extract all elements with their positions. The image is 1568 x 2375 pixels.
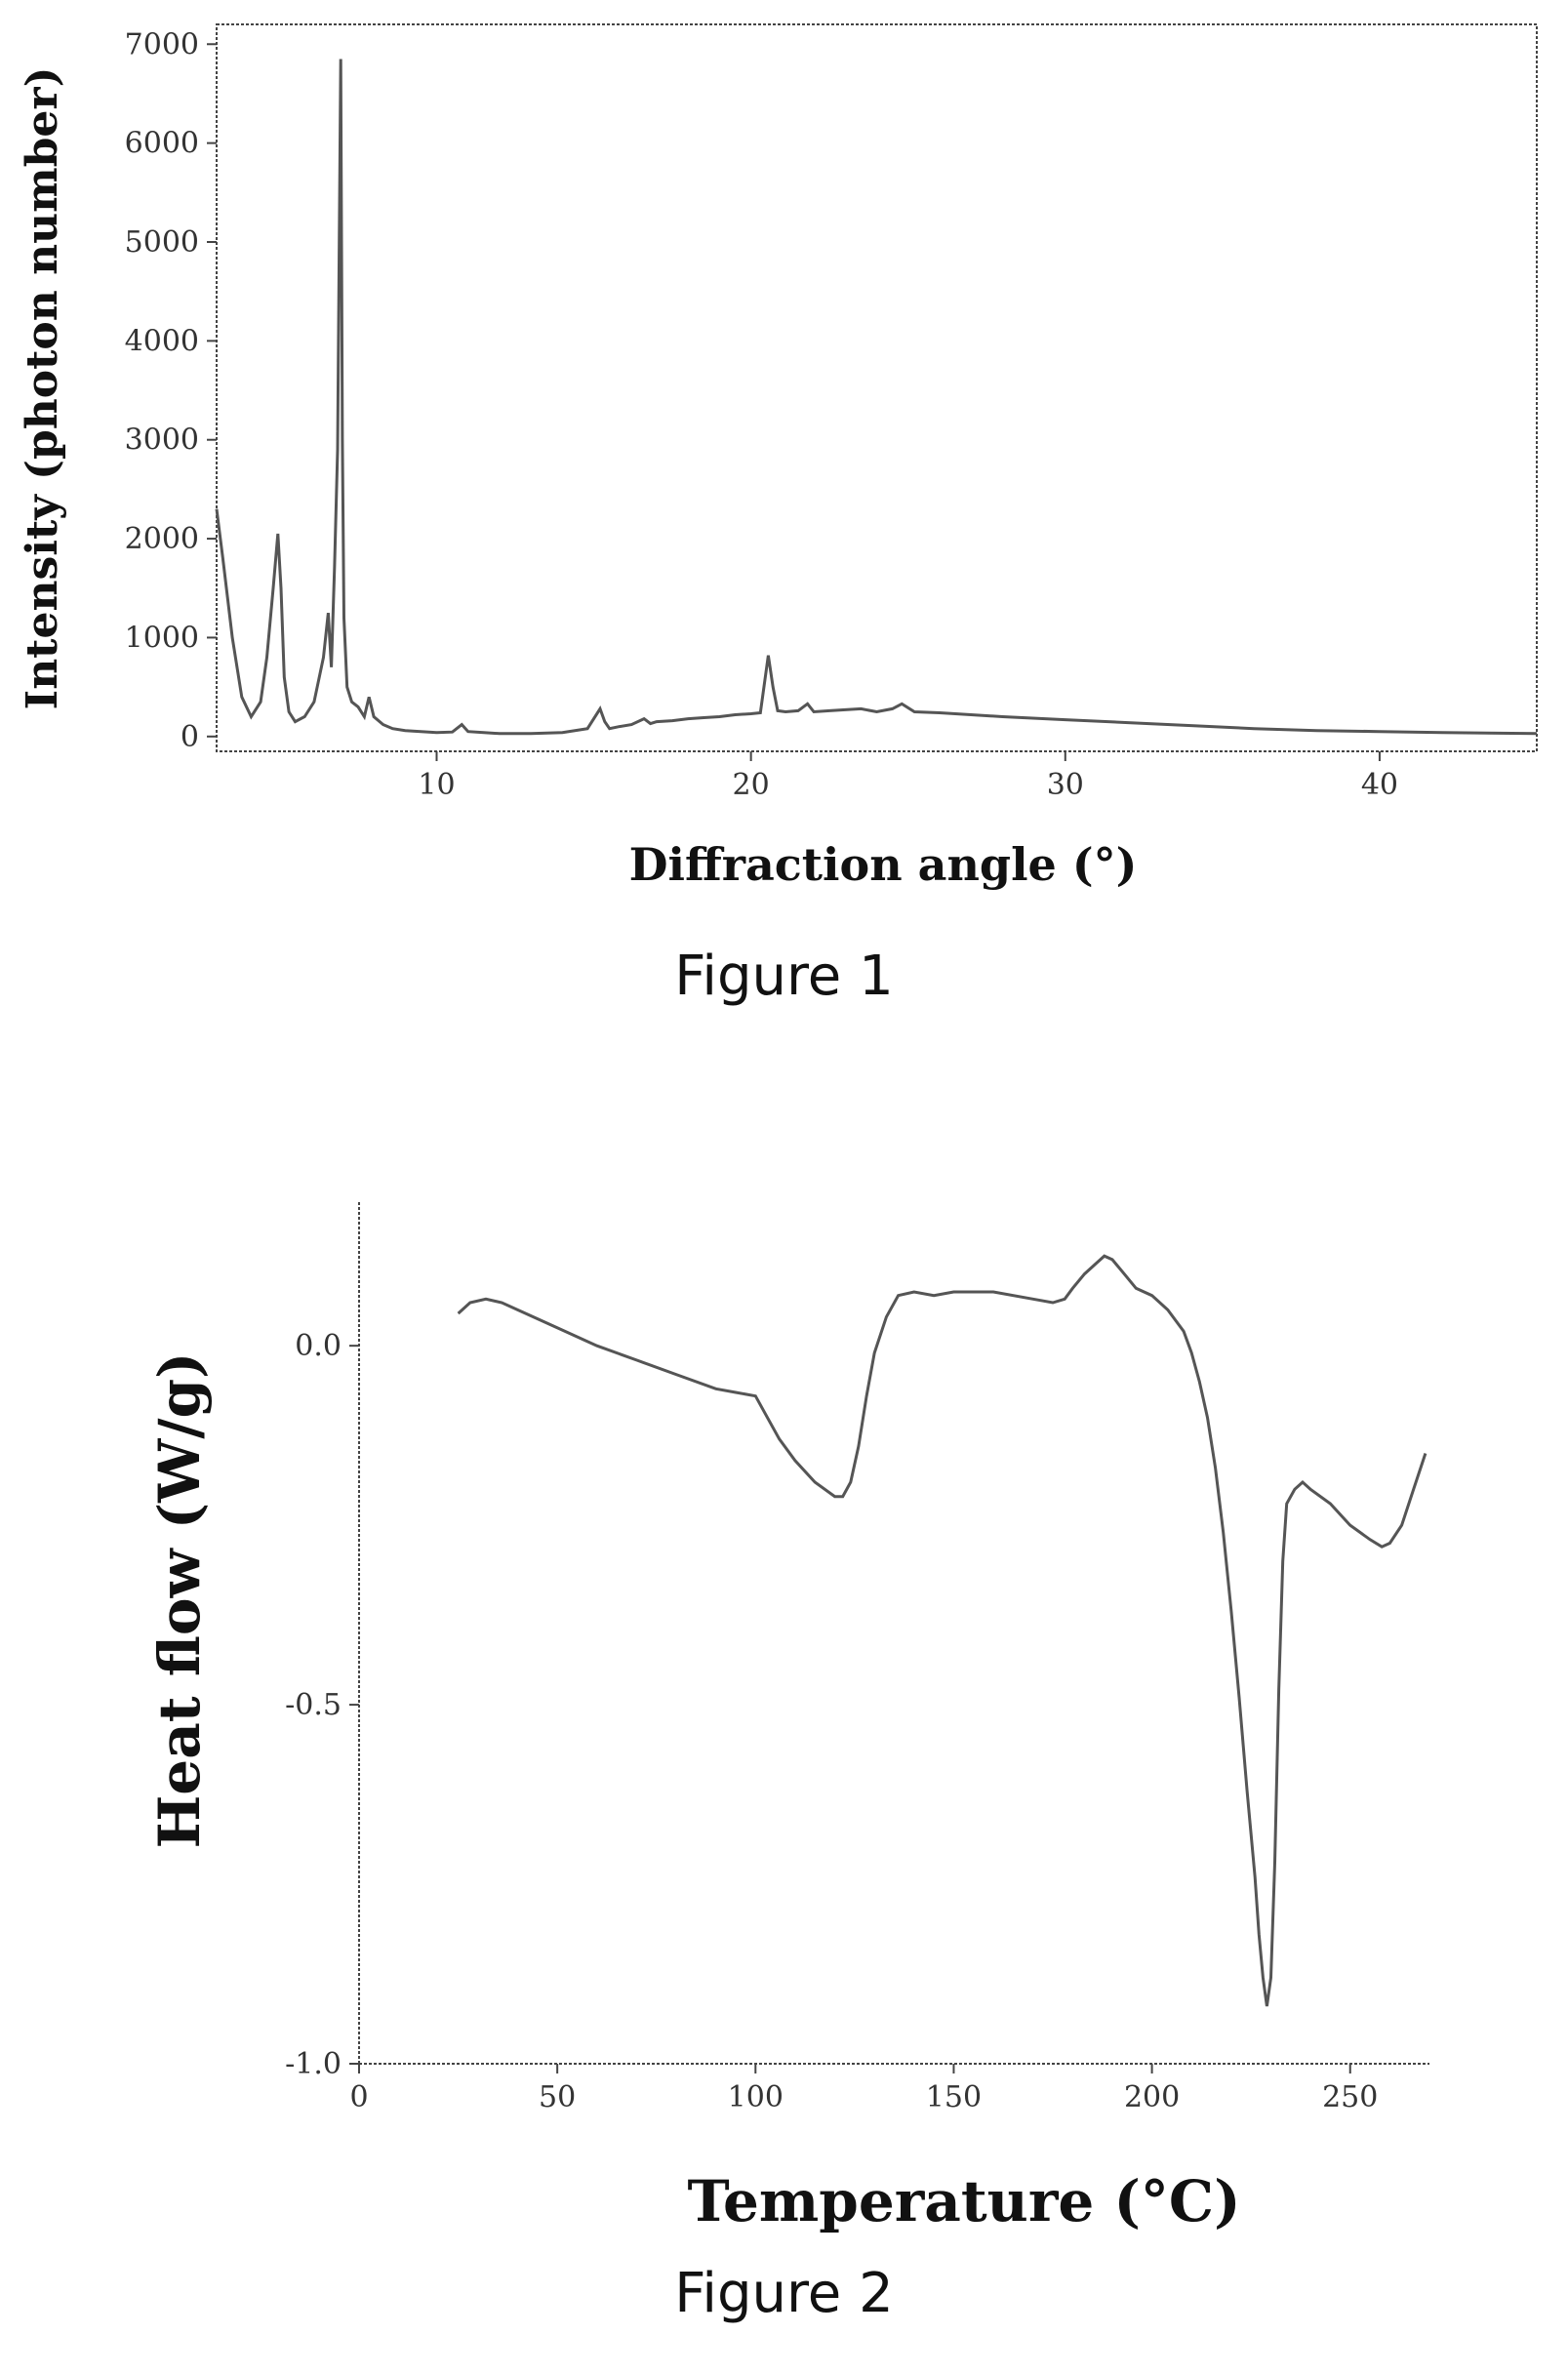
figure-caption: Figure 1 <box>674 945 894 1008</box>
y-tick-label: 0.0 <box>295 1329 342 1363</box>
x-tick-label: 50 <box>539 2080 576 2114</box>
x-tick-label: 10 <box>418 768 455 802</box>
figure-caption: Figure 2 <box>674 2262 894 2325</box>
plot-frame <box>216 23 1538 752</box>
y-axis-title: Intensity (photon number) <box>18 67 67 710</box>
x-axis-title: Diffraction angle (°) <box>629 838 1138 891</box>
y-tick-label: 1000 <box>125 621 199 655</box>
series-line <box>215 59 1538 736</box>
y-tick-label: 2000 <box>125 522 199 556</box>
x-tick-label: 100 <box>728 2080 784 2114</box>
y-axis-title: Heat flow (W/g) <box>146 1351 213 1848</box>
y-tick-label: 0 <box>181 720 199 754</box>
x-axis-title: Temperature (°C) <box>687 2168 1240 2234</box>
y-tick-label: -1.0 <box>285 2047 342 2081</box>
x-tick-label: 0 <box>349 2080 368 2114</box>
y-tick-label: 5000 <box>125 225 199 260</box>
x-tick-label: 150 <box>926 2080 982 2114</box>
x-tick-label: 40 <box>1361 768 1398 802</box>
x-tick-label: 200 <box>1124 2080 1180 2114</box>
y-tick-label: -0.5 <box>285 1688 342 1722</box>
y-tick-label: 6000 <box>125 127 199 161</box>
figure-1-chart: 0 1000 2000 3000 4000 5000 6000 7000 10 20 30 40 D… <box>18 23 1538 891</box>
y-tick-label: 4000 <box>125 324 199 358</box>
x-tick-label: 20 <box>733 768 770 802</box>
x-tick-label: 30 <box>1047 768 1084 802</box>
series-line <box>457 1254 1427 2007</box>
x-tick-label: 250 <box>1322 2080 1378 2114</box>
y-tick-label: 7000 <box>125 27 199 61</box>
y-tick-label: 3000 <box>125 423 199 458</box>
